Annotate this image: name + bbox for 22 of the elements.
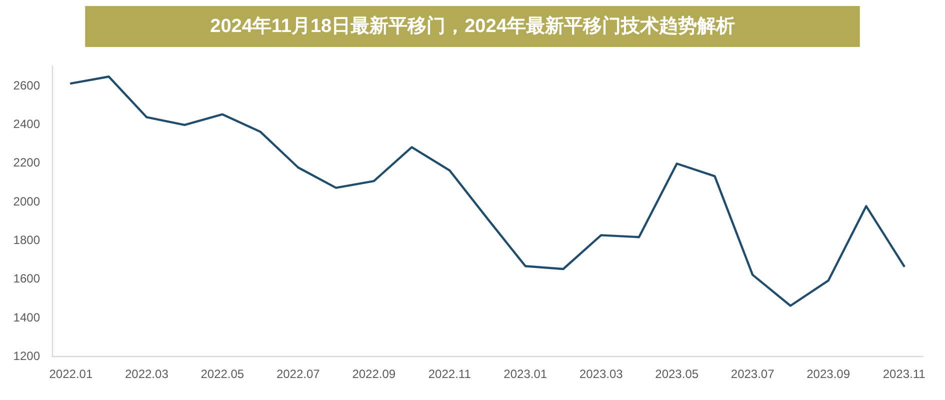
x-tick-label: 2022.01 bbox=[49, 367, 93, 381]
y-tick-label: 2000 bbox=[13, 194, 40, 208]
x-tick-label: 2023.03 bbox=[579, 367, 624, 381]
x-tick-label: 2023.11 bbox=[882, 367, 926, 381]
chart-title: 2024年11月18日最新平移门，2024年最新平移门技术趋势解析 bbox=[210, 15, 735, 37]
line-series bbox=[70, 76, 906, 307]
y-tick-label: 1400 bbox=[13, 310, 40, 324]
x-tick-label: 2023.09 bbox=[806, 367, 850, 381]
y-tick-label: 1200 bbox=[13, 349, 40, 363]
x-tick-label: 2022.11 bbox=[428, 367, 472, 381]
y-tick-label: 2200 bbox=[13, 156, 40, 170]
x-tick-label: 2023.07 bbox=[730, 367, 775, 381]
x-tick-label: 2022.07 bbox=[276, 367, 320, 381]
x-tick-label: 2022.05 bbox=[200, 367, 244, 381]
y-tick-label: 1800 bbox=[13, 233, 40, 247]
y-tick-label: 2400 bbox=[13, 117, 40, 131]
x-tick-label: 2022.03 bbox=[124, 367, 169, 381]
x-tick-label: 2023.01 bbox=[504, 367, 548, 381]
y-tick-label: 2600 bbox=[13, 78, 40, 92]
y-tick-label: 1600 bbox=[13, 272, 40, 286]
x-tick-label: 2022.09 bbox=[352, 367, 396, 381]
x-tick-label: 2023.05 bbox=[655, 367, 699, 381]
